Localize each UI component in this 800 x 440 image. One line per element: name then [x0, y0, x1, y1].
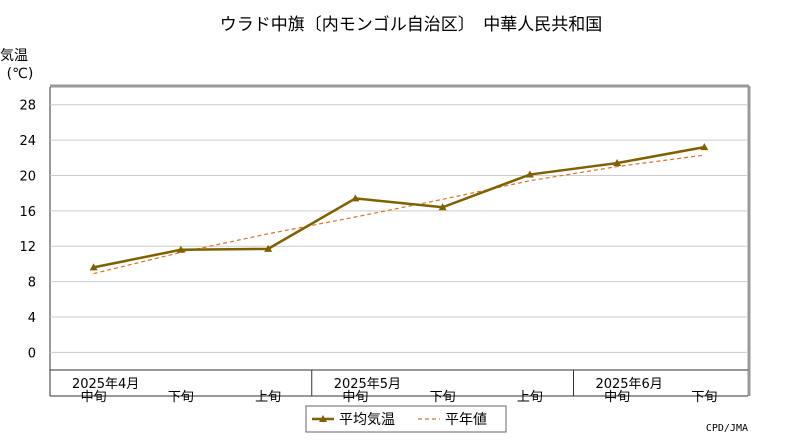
average-temperature-point-2: [264, 244, 273, 252]
y-tick-label-28: 28: [19, 99, 36, 114]
y-axis-unit-label: 気温: [0, 48, 28, 64]
credit-label: CPD/JMA: [706, 423, 748, 434]
legend-marker-average: [319, 415, 327, 422]
y-tick-label-4: 4: [28, 311, 36, 326]
y-tick-label-20: 20: [19, 169, 36, 184]
y-tick-label-16: 16: [19, 205, 36, 220]
y-tick-label-24: 24: [19, 134, 36, 149]
x-month-label-0: 2025年4月: [72, 377, 139, 392]
x-tick-label-4: 下旬: [430, 390, 456, 405]
average-temperature-line: [93, 145, 705, 269]
x-tick-label-6: 中旬: [604, 390, 630, 405]
x-tick-label-1: 下旬: [168, 390, 194, 405]
average-temperature-point-3: [351, 194, 360, 202]
plot-area: [50, 87, 748, 370]
normal-temperature-line: [93, 154, 705, 275]
y-tick-label-0: 0: [28, 346, 36, 361]
legend-label-normal: 平年値: [445, 412, 487, 428]
y-axis-unit-symbol: (℃): [7, 66, 34, 82]
x-month-label-2: 2025年6月: [595, 377, 662, 392]
legend-label-average: 平均気温: [339, 412, 395, 428]
average-temperature-point-1: [176, 245, 185, 253]
average-temperature-point-0: [89, 263, 98, 271]
x-tick-label-0: 中旬: [81, 390, 107, 405]
average-temperature-point-4: [438, 203, 447, 211]
y-tick-label-8: 8: [28, 276, 36, 291]
legend: 平均気温 平年値: [305, 405, 507, 433]
average-temperature-point-5: [525, 170, 534, 178]
average-temperature-point-7: [700, 143, 709, 151]
x-tick-label-2: 上旬: [255, 390, 281, 405]
x-tick-label-5: 上旬: [517, 390, 543, 405]
chart-title: ウラド中旗〔内モンゴル自治区〕 中華人民共和国: [220, 14, 603, 35]
average-temperature-point-6: [613, 159, 622, 167]
y-tick-label-12: 12: [19, 240, 36, 255]
x-tick-label-7: 下旬: [691, 390, 717, 405]
x-tick-label-3: 中旬: [342, 390, 368, 405]
x-month-label-1: 2025年5月: [334, 377, 401, 392]
